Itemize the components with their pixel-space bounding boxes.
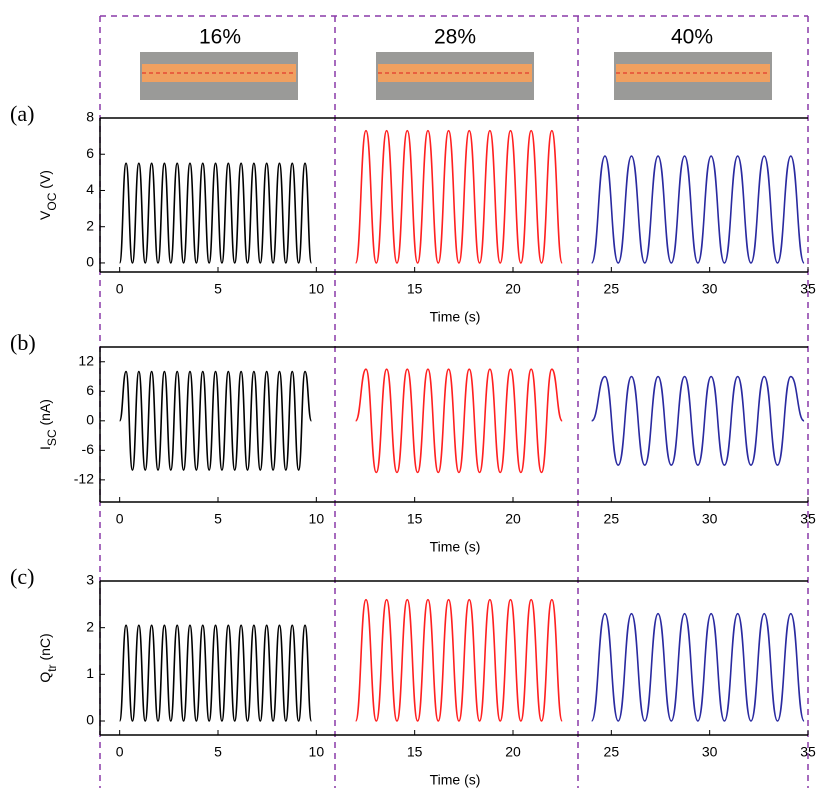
x-tick-label: 20 xyxy=(505,511,521,527)
x-axis-label: Time (s) xyxy=(430,772,481,788)
x-tick-label: 5 xyxy=(214,281,222,297)
strain-label: 16% xyxy=(199,26,241,49)
x-tick-label: 0 xyxy=(116,511,124,527)
y-tick-label: 0 xyxy=(86,412,94,428)
series-line xyxy=(118,162,313,264)
series-line xyxy=(590,375,805,466)
panel-label: (c) xyxy=(10,564,34,589)
x-tick-label: 30 xyxy=(702,744,718,760)
y-axis-label-part: SC xyxy=(45,429,59,446)
photos xyxy=(140,52,772,100)
x-tick-label: 15 xyxy=(407,511,423,527)
y-tick-label: 1 xyxy=(86,665,94,681)
x-tick-label: 25 xyxy=(604,281,620,297)
series-line xyxy=(354,129,563,264)
panel-label: (b) xyxy=(10,330,36,355)
y-axis-label-part: (nA) xyxy=(37,399,53,429)
y-axis-label: VOC (V) xyxy=(37,170,59,220)
x-tick-label: 20 xyxy=(505,744,521,760)
y-tick-label: 6 xyxy=(86,145,94,161)
x-tick-label: 25 xyxy=(604,511,620,527)
x-tick-label: 25 xyxy=(604,744,620,760)
y-axis-label-part: Q xyxy=(37,672,53,683)
series-line xyxy=(590,612,805,722)
y-tick-label: 4 xyxy=(86,181,94,197)
x-tick-label: 5 xyxy=(214,511,222,527)
x-axis-label: Time (s) xyxy=(430,539,481,555)
series-line xyxy=(354,598,563,722)
y-axis-label: Qtr (nC) xyxy=(37,633,59,682)
x-tick-label: 10 xyxy=(309,744,325,760)
x-tick-label: 35 xyxy=(800,744,816,760)
x-tick-label: 30 xyxy=(702,281,718,297)
strain-label: 28% xyxy=(434,26,476,49)
x-tick-label: 35 xyxy=(800,281,816,297)
y-axis-label-part: (V) xyxy=(37,170,53,193)
strain-label: 40% xyxy=(671,26,713,49)
y-tick-label: 8 xyxy=(86,109,94,125)
x-tick-label: 15 xyxy=(407,744,423,760)
y-tick-label: 12 xyxy=(78,352,94,368)
x-tick-label: 30 xyxy=(702,511,718,527)
y-tick-label: 3 xyxy=(86,572,94,588)
x-tick-label: 0 xyxy=(116,281,124,297)
x-tick-label: 15 xyxy=(407,281,423,297)
y-tick-label: 2 xyxy=(86,217,94,233)
panel-label: (a) xyxy=(10,101,34,126)
x-tick-label: 5 xyxy=(214,744,222,760)
y-axis-label-part: OC xyxy=(45,192,59,210)
x-tick-label: 35 xyxy=(800,511,816,527)
x-axis-label: Time (s) xyxy=(430,309,481,325)
series-line xyxy=(118,370,313,471)
x-tick-label: 20 xyxy=(505,281,521,297)
series-line xyxy=(118,624,313,722)
y-axis-label-part: I xyxy=(37,446,53,450)
x-tick-label: 0 xyxy=(116,744,124,760)
x-tick-label: 10 xyxy=(309,281,325,297)
y-tick-label: 6 xyxy=(86,382,94,398)
x-tick-label: 10 xyxy=(309,511,325,527)
y-axis-label-part: tr xyxy=(45,664,59,671)
y-tick-label: 0 xyxy=(86,254,94,270)
y-tick-label: -12 xyxy=(74,471,94,487)
y-axis-label-part: V xyxy=(37,210,53,220)
series-line xyxy=(354,368,563,474)
y-tick-label: -6 xyxy=(82,441,95,457)
y-tick-label: 0 xyxy=(86,712,94,728)
y-axis-label-part: (nC) xyxy=(37,633,53,664)
y-tick-label: 2 xyxy=(86,618,94,634)
series-line xyxy=(590,155,805,264)
y-axis-label: ISC (nA) xyxy=(37,399,59,450)
